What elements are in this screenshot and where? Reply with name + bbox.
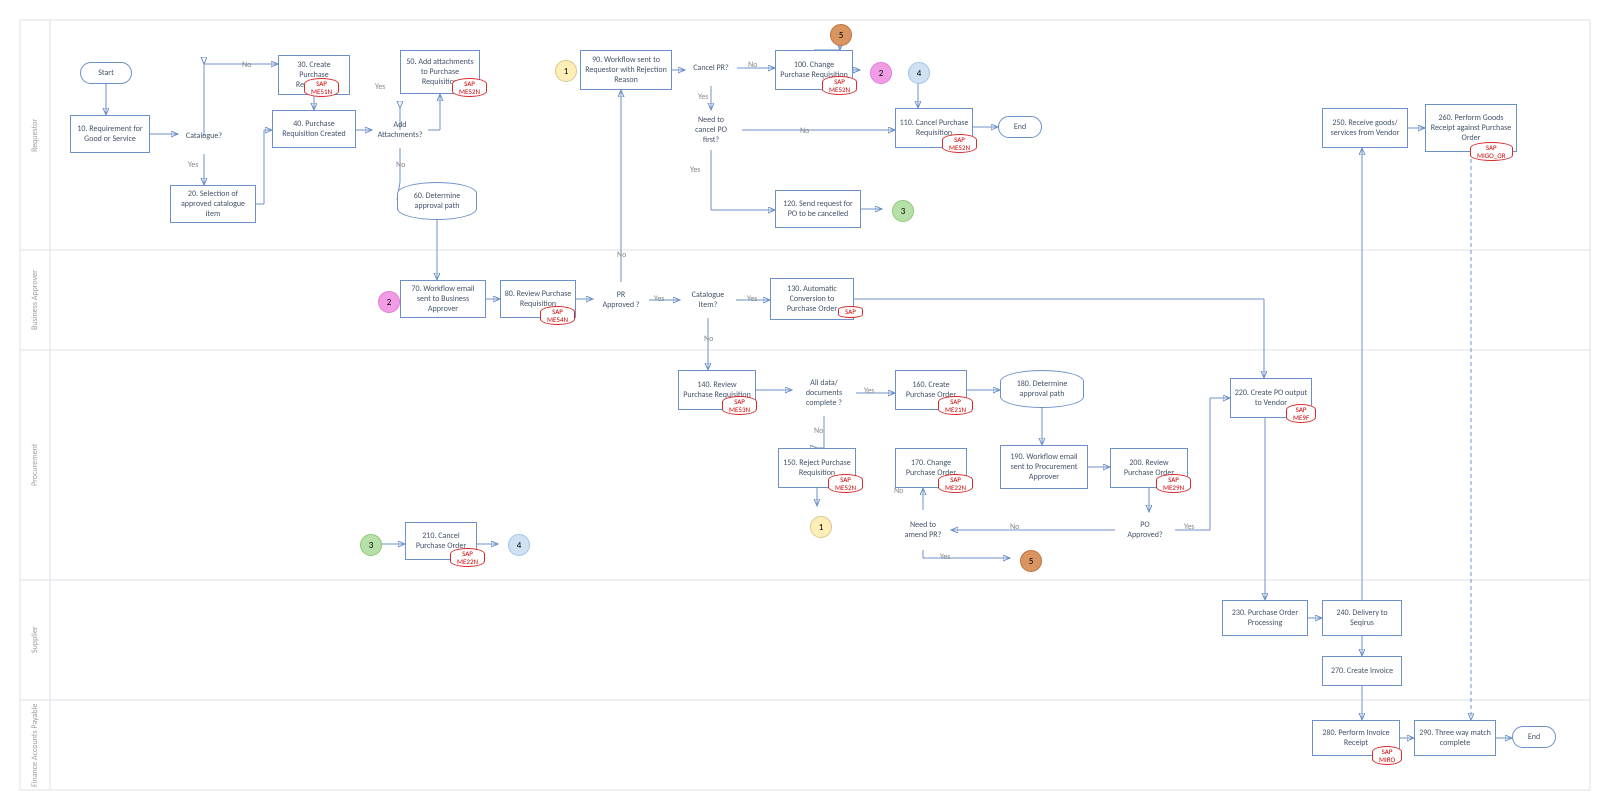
connector-c2b: 2 <box>378 291 400 313</box>
node-c3a: 3 <box>360 534 382 556</box>
node-n230: 230. Purchase Order Processing <box>1222 600 1308 636</box>
sap-n160: SAPME21N <box>938 396 973 415</box>
node-n250: 250. Receive goods/ services from Vendor <box>1322 108 1408 148</box>
connector-c3b: 3 <box>892 200 914 222</box>
node-n270: 270. Create Invoice <box>1322 656 1402 686</box>
node-n20: 20. Selection of approved catalogue item <box>170 185 256 223</box>
sap-n170: SAPME22N <box>938 474 973 493</box>
edge-label: No <box>396 160 405 170</box>
sap-n130: SAP <box>838 306 863 318</box>
sap-n80: SAPME54N <box>540 306 575 325</box>
node-c5b: 5 <box>1020 550 1042 572</box>
edge-label: No <box>814 426 823 436</box>
node-n290: 290. Three way match complete <box>1414 720 1496 756</box>
edge-label: Yes <box>375 82 385 92</box>
edge-label: No <box>704 334 713 344</box>
node-n70: 70. Workflow email sent to Business Appr… <box>400 280 486 318</box>
edge-label: Yes <box>188 160 198 170</box>
edge-label: Yes <box>654 294 664 304</box>
node-end2: End <box>1512 726 1556 748</box>
sap-n110: SAPME52N <box>942 134 977 153</box>
edge-label: No <box>617 250 626 260</box>
node-end1: End <box>998 116 1042 138</box>
node-n190: 190. Workflow email sent to Procurement … <box>1000 445 1088 489</box>
node-d_docs: All data/ documents complete ? <box>792 370 856 416</box>
edge-label: Yes <box>747 294 757 304</box>
sap-n260: SAPMIGO_GR <box>1470 142 1513 161</box>
node-d_cat: Catalogue? <box>178 118 230 154</box>
node-start: Start <box>80 62 132 84</box>
sap-n210: SAPME22N <box>450 548 485 567</box>
node-d_cancel: Cancel PR? <box>685 50 737 86</box>
node-d_po1: Need to cancel PO first? <box>680 110 742 150</box>
sap-n140: SAPME53N <box>722 396 757 415</box>
edge-label: No <box>800 126 809 136</box>
edge-label: No <box>748 60 757 70</box>
lane-procurement: Procurement <box>20 350 50 580</box>
sap-n30: SAPME51N <box>304 78 339 97</box>
lane-supplier: Supplier <box>20 580 50 700</box>
node-d_amend: Need to amend PR? <box>895 510 951 550</box>
node-d_poapp: PO Approved? <box>1115 512 1175 548</box>
node-d_pr: PR Approved ? <box>593 282 649 318</box>
sap-n150: SAPME52N <box>828 474 863 493</box>
node-n60: 60. Determine approval path <box>397 182 477 220</box>
node-n90: 90. Workflow sent to Requestor with Reje… <box>580 50 672 90</box>
edge-label: No <box>894 486 903 496</box>
node-n240: 240. Delivery to Seqirus <box>1322 600 1402 636</box>
node-d_att: Add Attachments? <box>372 112 428 148</box>
sap-n50: SAPME52N <box>452 78 487 97</box>
connector-c2a: 2 <box>870 62 892 84</box>
sap-n200: SAPME29N <box>1156 474 1191 493</box>
lane-requestor: Requestor <box>20 20 50 250</box>
edge-label: Yes <box>864 386 874 396</box>
node-n180: 180. Determine approval path <box>1000 370 1084 408</box>
lane-finance: Finance Accounts Payable <box>20 700 50 790</box>
node-d_cat2: Catalogue Item? <box>680 282 736 318</box>
node-c1b: 1 <box>810 516 832 538</box>
node-n120: 120. Send request for PO to be cancelled <box>775 190 861 228</box>
node-c4b: 4 <box>508 534 530 556</box>
node-n10: 10. Requirement for Good or Service <box>70 115 150 153</box>
edge-label: Yes <box>698 92 708 102</box>
sap-n220: SAPME9F <box>1286 404 1316 423</box>
sap-n280: SAPMIRO <box>1372 746 1402 765</box>
sap-n100: SAPME52N <box>822 76 857 95</box>
node-n40: 40. Purchase Requisition Created <box>272 110 356 148</box>
edge-label: Yes <box>940 552 950 562</box>
edge-label: No <box>1010 522 1019 532</box>
connector-c4a: 4 <box>908 62 930 84</box>
edge-label: No <box>242 60 251 70</box>
edge-label: Yes <box>690 165 700 175</box>
edge-label: Yes <box>1184 522 1194 532</box>
connector-c1a: 1 <box>555 60 577 82</box>
lane-approver: Business Approver <box>20 250 50 350</box>
connector-c5a: 5 <box>830 24 852 46</box>
